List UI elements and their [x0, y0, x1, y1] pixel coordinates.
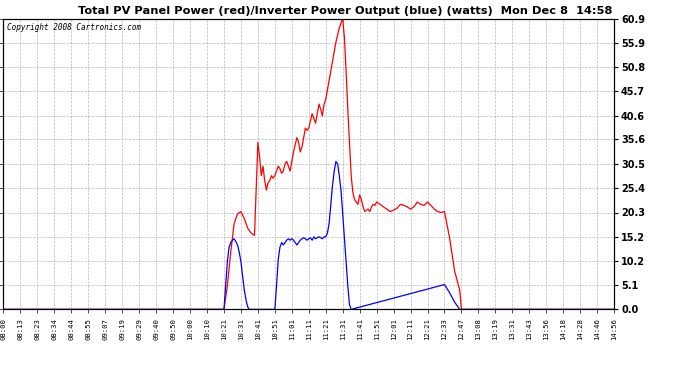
Text: Total PV Panel Power (red)/Inverter Power Output (blue) (watts)  Mon Dec 8  14:5: Total PV Panel Power (red)/Inverter Powe…	[78, 6, 612, 16]
Text: Copyright 2008 Cartronics.com: Copyright 2008 Cartronics.com	[6, 23, 141, 32]
